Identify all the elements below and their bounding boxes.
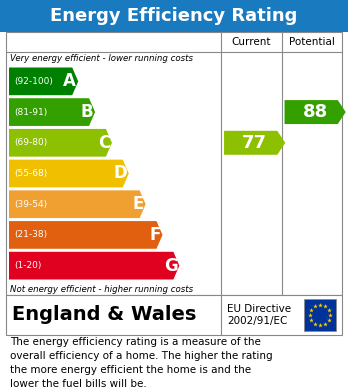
Text: Potential: Potential [289, 37, 335, 47]
Text: Current: Current [231, 37, 271, 47]
Text: A: A [63, 72, 76, 90]
Text: Energy Efficiency Rating: Energy Efficiency Rating [50, 7, 298, 25]
Text: Not energy efficient - higher running costs: Not energy efficient - higher running co… [10, 285, 193, 294]
Text: (1-20): (1-20) [14, 261, 41, 270]
Polygon shape [9, 190, 146, 218]
Text: 88: 88 [302, 103, 328, 121]
Text: G: G [164, 256, 177, 274]
Polygon shape [9, 68, 78, 95]
Text: C: C [98, 134, 110, 152]
Polygon shape [285, 100, 346, 124]
Polygon shape [9, 129, 112, 157]
Bar [304, 299, 336, 331]
Text: (55-68): (55-68) [14, 169, 47, 178]
Text: The energy efficiency rating is a measure of the
overall efficiency of a home. T: The energy efficiency rating is a measur… [10, 337, 272, 389]
Text: (69-80): (69-80) [14, 138, 47, 147]
Polygon shape [9, 221, 163, 249]
Bar [0, 0, 348, 32]
Text: England & Wales: England & Wales [12, 305, 196, 325]
Bar [6, 295, 342, 335]
Text: (81-91): (81-91) [14, 108, 47, 117]
Text: EU Directive
2002/91/EC: EU Directive 2002/91/EC [227, 304, 291, 326]
Text: (39-54): (39-54) [14, 200, 47, 209]
Polygon shape [224, 131, 285, 155]
Text: 77: 77 [242, 134, 267, 152]
Text: F: F [149, 226, 160, 244]
Text: B: B [80, 103, 93, 121]
Bar [6, 32, 342, 295]
Polygon shape [9, 252, 179, 280]
Text: Very energy efficient - lower running costs: Very energy efficient - lower running co… [10, 54, 193, 63]
Text: (21-38): (21-38) [14, 230, 47, 239]
Text: E: E [132, 195, 144, 213]
Polygon shape [9, 160, 129, 187]
Polygon shape [9, 98, 95, 126]
Text: D: D [113, 165, 127, 183]
Text: (92-100): (92-100) [14, 77, 53, 86]
